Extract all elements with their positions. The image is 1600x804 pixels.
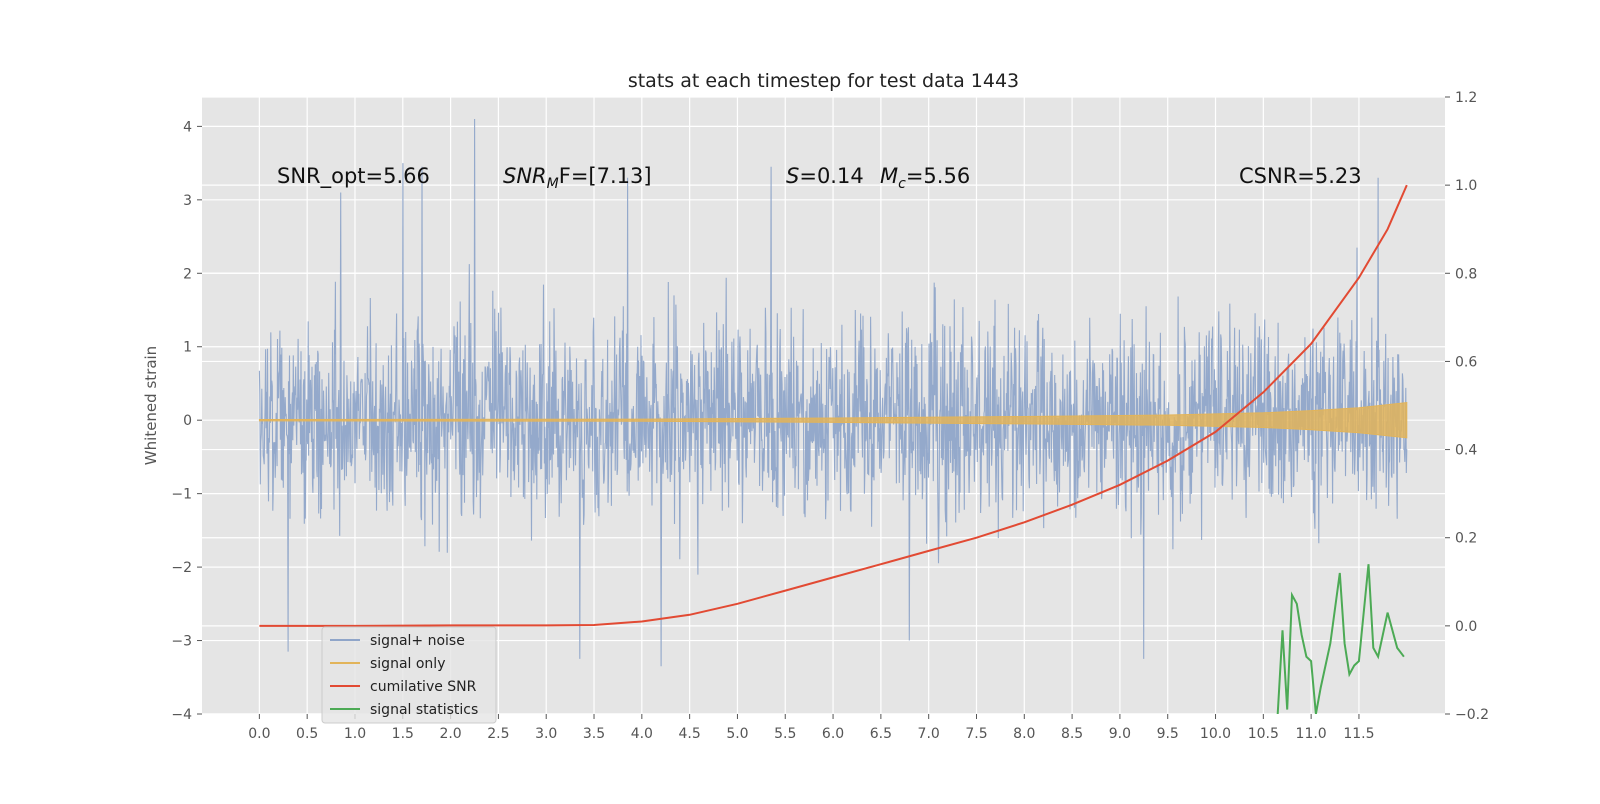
series-signal-statistics [1276,564,1405,714]
x-tick-label: 3.5 [583,726,605,742]
x-tick-label: 11.0 [1296,726,1327,742]
x-tick-label: 4.0 [631,726,653,742]
y2-tick-label: 1.2 [1455,90,1477,106]
annotation-snr-mf-value: F=[7.13] [559,164,652,188]
y2-tick-label: 0.6 [1455,354,1477,370]
x-tick-label: 10.5 [1248,726,1279,742]
annotation-csnr: CSNR=5.23 [1239,164,1362,188]
y-tick-label: 1 [183,340,192,356]
x-tick-label: 6.0 [822,726,844,742]
x-tick-label: 0.0 [248,726,270,742]
annotation-mc-sub: c [898,176,906,192]
y2-tick-label: 0.8 [1455,266,1477,282]
x-tick-label: 7.5 [965,726,987,742]
y-axis-label: Whitened strain [142,346,160,465]
legend-box [321,626,497,724]
legend-label-cumulative-snr: cumilative SNR [370,679,477,695]
x-tick-label: 2.5 [487,726,509,742]
legend-label-signal-statistics: signal statistics [370,702,478,718]
legend-label-signal-only: signal only [370,656,445,672]
y2-tick-label: 0.2 [1455,531,1477,547]
x-tick-label: 9.5 [1157,726,1179,742]
y2-tick-label: 0.4 [1455,443,1477,459]
y2-tick-label: −0.2 [1455,707,1489,723]
x-tick-label: 6.5 [870,726,892,742]
x-tick-label: 10.0 [1200,726,1231,742]
x-tick-label: 9.0 [1109,726,1131,742]
y-tick-label: 3 [183,193,192,209]
legend: signal+ noise signal only cumilative SNR… [321,626,497,724]
annotation-mc: Mc=5.56 [880,164,970,192]
series-cumulative-snr [259,184,1408,627]
x-tick-label: 4.5 [679,726,701,742]
annotation-snr-mf: SNRMF=[7.13] [503,164,652,192]
x-tick-label: 5.5 [774,726,796,742]
signal-statistics-line [1276,564,1405,714]
annotation-mc-base: M [880,164,898,188]
y-tick-label: −1 [171,487,192,503]
annotation-snr-mf-sub: M [547,176,559,192]
cumulative-snr-line [259,184,1408,627]
legend-label-signal-plus-noise: signal+ noise [370,633,465,649]
y-tick-label: −2 [171,560,192,576]
series-signal-plus-noise [258,118,1408,667]
signal-only-band [258,402,1408,439]
x-tick-label: 8.5 [1061,726,1083,742]
x-tick-label: 5.0 [726,726,748,742]
annotation-s-value: =0.14 [799,164,863,188]
x-tick-label: 7.0 [918,726,940,742]
x-tick-label: 0.5 [296,726,318,742]
x-tick-label: 11.5 [1343,726,1374,742]
y-tick-label: 2 [183,266,192,282]
series-signal-only [258,402,1408,439]
y-tick-label: 0 [183,413,192,429]
chart-title: stats at each timestep for test data 144… [628,70,1019,92]
x-tick-label: 1.5 [392,726,414,742]
x-tick-label: 1.0 [344,726,366,742]
annotation-snr-opt: SNR_opt=5.66 [277,164,430,189]
x-tick-label: 2.0 [439,726,461,742]
x-tick-label: 8.0 [1013,726,1035,742]
annotation-s: S=0.14 [786,164,864,188]
grid [202,96,1445,715]
signal-plus-noise-line [258,118,1408,667]
x-tick-label: 3.0 [535,726,557,742]
y2-tick-label: 0.0 [1455,619,1477,635]
annotation-mc-value: =5.56 [906,164,970,188]
axes: 0.0 0.5 1.0 1.5 2.0 2.5 3.0 3.5 4.0 4.5 5.0 5.5 6.0 6… [171,90,1489,742]
annotation-s-label: S [786,164,799,188]
y-tick-label: 4 [183,119,192,135]
annotation-snr-mf-base: SNR [503,164,547,188]
y2-tick-label: 1.0 [1455,178,1477,194]
y-tick-label: −4 [171,707,192,723]
y-tick-label: −3 [171,634,192,650]
